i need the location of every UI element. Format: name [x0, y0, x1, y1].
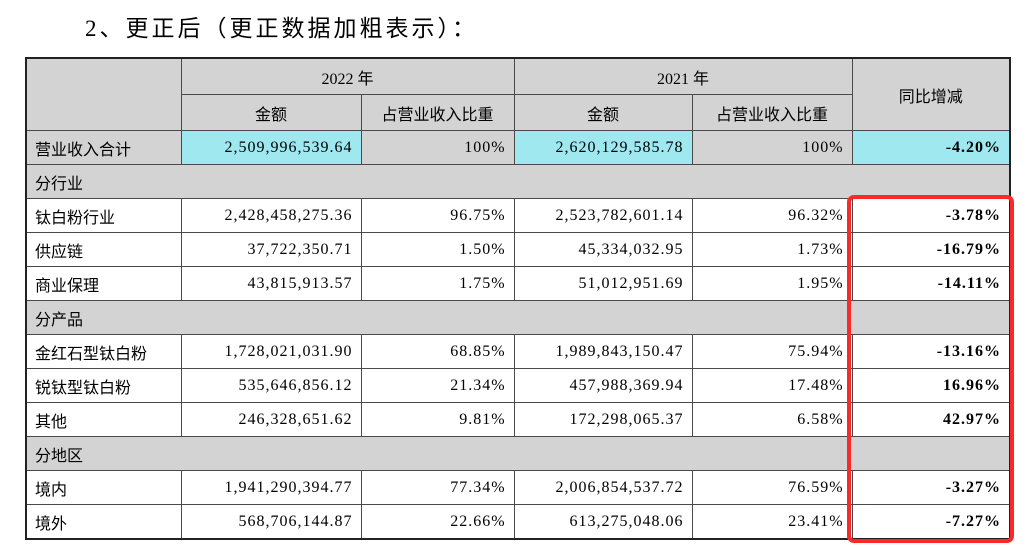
row-label-cell: 境外	[26, 505, 181, 540]
share-2022-cell: 1.75%	[361, 267, 514, 301]
yoy-cell: -16.79%	[852, 233, 1010, 267]
amount-2021-cell: 51,012,951.69	[514, 267, 692, 301]
amount-2021-cell: 2,523,782,601.14	[514, 199, 692, 233]
table-row: 营业收入合计2,509,996,539.64100%2,620,129,585.…	[26, 131, 1010, 165]
yoy-cell: -7.27%	[852, 505, 1010, 540]
page: 2、更正后（更正数据加粗表示）： 2022 年 2021 年 同比增减 金额 占…	[0, 0, 1029, 549]
share-2022-cell: 1.50%	[361, 233, 514, 267]
share-2022-cell: 100%	[361, 131, 514, 165]
yoy-cell: -13.16%	[852, 335, 1010, 369]
amount-2022-cell: 2,509,996,539.64	[181, 131, 361, 165]
amount-2022-cell: 43,815,913.57	[181, 267, 361, 301]
share-2022-cell: 22.66%	[361, 505, 514, 540]
section-row: 分行业	[26, 165, 1010, 199]
col-header-yoy: 同比增减	[852, 58, 1010, 131]
table-row: 商业保理43,815,913.571.75%51,012,951.691.95%…	[26, 267, 1010, 301]
yoy-cell: -3.78%	[852, 199, 1010, 233]
table-row: 金红石型钛白粉1,728,021,031.9068.85%1,989,843,1…	[26, 335, 1010, 369]
amount-2021-cell: 172,298,065.37	[514, 403, 692, 437]
share-2021-cell: 75.94%	[692, 335, 852, 369]
share-2021-cell: 1.95%	[692, 267, 852, 301]
amount-2022-cell: 2,428,458,275.36	[181, 199, 361, 233]
yoy-cell: 16.96%	[852, 369, 1010, 403]
share-2021-cell: 6.58%	[692, 403, 852, 437]
table-row: 其他246,328,651.629.81%172,298,065.376.58%…	[26, 403, 1010, 437]
table-row: 供应链37,722,350.711.50%45,334,032.951.73%-…	[26, 233, 1010, 267]
section-label-cell: 分产品	[26, 301, 1010, 335]
row-label-cell: 营业收入合计	[26, 131, 181, 165]
yoy-cell: -4.20%	[852, 131, 1010, 165]
row-label-cell: 其他	[26, 403, 181, 437]
corner-blank-cell	[26, 58, 181, 131]
share-2021-cell: 100%	[692, 131, 852, 165]
revenue-table-wrap: 2022 年 2021 年 同比增减 金额 占营业收入比重 金额 占营业收入比重…	[25, 57, 1009, 540]
amount-2021-cell: 2,006,854,537.72	[514, 471, 692, 505]
share-2022-cell: 77.34%	[361, 471, 514, 505]
row-label-cell: 供应链	[26, 233, 181, 267]
section-title: 2、更正后（更正数据加粗表示）：	[85, 9, 478, 43]
share-2022-cell: 9.81%	[361, 403, 514, 437]
col-group-2022: 2022 年	[181, 58, 514, 95]
yoy-cell: 42.97%	[852, 403, 1010, 437]
share-2021-cell: 1.73%	[692, 233, 852, 267]
col-header-share-2021: 占营业收入比重	[692, 95, 852, 131]
table-row: 境内1,941,290,394.7777.34%2,006,854,537.72…	[26, 471, 1010, 505]
col-header-amount-2022: 金额	[181, 95, 361, 131]
amount-2022-cell: 246,328,651.62	[181, 403, 361, 437]
amount-2022-cell: 1,941,290,394.77	[181, 471, 361, 505]
amount-2021-cell: 1,989,843,150.47	[514, 335, 692, 369]
table-row: 境外568,706,144.8722.66%613,275,048.0623.4…	[26, 505, 1010, 540]
amount-2022-cell: 1,728,021,031.90	[181, 335, 361, 369]
yoy-cell: -3.27%	[852, 471, 1010, 505]
row-label-cell: 境内	[26, 471, 181, 505]
amount-2022-cell: 535,646,856.12	[181, 369, 361, 403]
section-label-cell: 分行业	[26, 165, 1010, 199]
header-row-years: 2022 年 2021 年 同比增减	[26, 58, 1010, 95]
share-2022-cell: 68.85%	[361, 335, 514, 369]
share-2021-cell: 96.32%	[692, 199, 852, 233]
table-row: 钛白粉行业2,428,458,275.3696.75%2,523,782,601…	[26, 199, 1010, 233]
revenue-table: 2022 年 2021 年 同比增减 金额 占营业收入比重 金额 占营业收入比重…	[25, 57, 1011, 540]
section-row: 分地区	[26, 437, 1010, 471]
share-2021-cell: 76.59%	[692, 471, 852, 505]
col-header-amount-2021: 金额	[514, 95, 692, 131]
share-2022-cell: 96.75%	[361, 199, 514, 233]
amount-2021-cell: 2,620,129,585.78	[514, 131, 692, 165]
share-2021-cell: 17.48%	[692, 369, 852, 403]
col-header-share-2022: 占营业收入比重	[361, 95, 514, 131]
section-label-cell: 分地区	[26, 437, 1010, 471]
col-group-2021: 2021 年	[514, 58, 852, 95]
amount-2022-cell: 568,706,144.87	[181, 505, 361, 540]
amount-2021-cell: 457,988,369.94	[514, 369, 692, 403]
row-label-cell: 钛白粉行业	[26, 199, 181, 233]
share-2021-cell: 23.41%	[692, 505, 852, 540]
table-row: 锐钛型钛白粉535,646,856.1221.34%457,988,369.94…	[26, 369, 1010, 403]
share-2022-cell: 21.34%	[361, 369, 514, 403]
row-label-cell: 金红石型钛白粉	[26, 335, 181, 369]
row-label-cell: 商业保理	[26, 267, 181, 301]
yoy-cell: -14.11%	[852, 267, 1010, 301]
amount-2021-cell: 45,334,032.95	[514, 233, 692, 267]
amount-2022-cell: 37,722,350.71	[181, 233, 361, 267]
section-row: 分产品	[26, 301, 1010, 335]
row-label-cell: 锐钛型钛白粉	[26, 369, 181, 403]
amount-2021-cell: 613,275,048.06	[514, 505, 692, 540]
